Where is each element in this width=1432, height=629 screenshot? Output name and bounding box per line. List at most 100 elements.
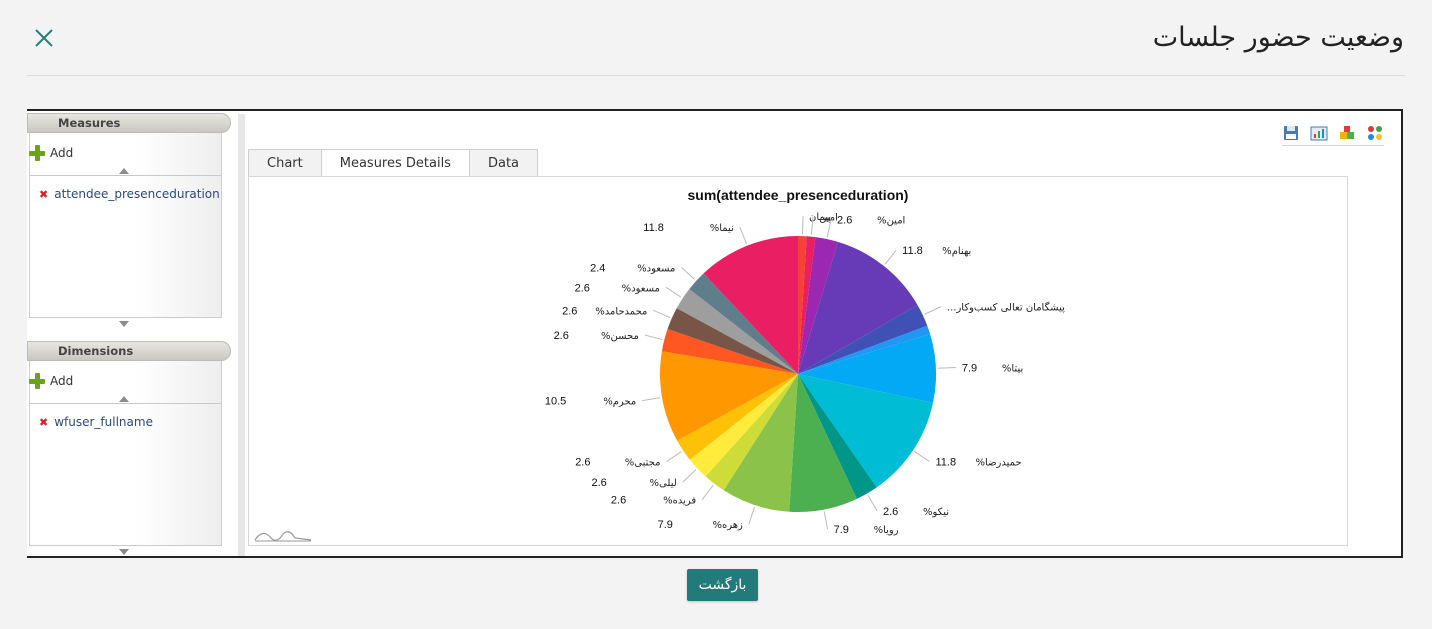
data-label-value: 2.4 <box>590 262 605 274</box>
plus-icon <box>29 145 45 161</box>
pie-slice[interactable] <box>661 329 798 374</box>
pie-slice[interactable] <box>798 241 918 374</box>
header-divider <box>27 75 1405 76</box>
measures-scroll-down-icon[interactable] <box>119 321 129 327</box>
data-label-name: %لیلی <box>650 478 677 489</box>
data-label-value: 2.6 <box>562 305 577 317</box>
leader-line <box>666 451 682 462</box>
leader-line <box>644 334 663 340</box>
leader-line <box>642 397 661 402</box>
data-label-value: 2.6 <box>883 506 898 518</box>
data-label-name: %محمدحامد <box>595 306 647 317</box>
measures-bottom-divider <box>29 317 221 318</box>
pie-slice[interactable] <box>798 236 807 374</box>
data-label-name: %بیتا <box>1002 363 1023 374</box>
back-button[interactable]: بازگشت <box>687 569 758 601</box>
data-label-name: %مسعود <box>637 263 675 274</box>
field-list-panel: Measures Add ✖ attendee_presenceduration… <box>27 111 232 556</box>
chart-title: sum(attendee_presenceduration) <box>687 187 909 203</box>
color-palette-icon[interactable] <box>1366 124 1384 142</box>
leader-line <box>653 309 671 319</box>
pie-slice[interactable] <box>798 305 928 374</box>
pie-slice[interactable] <box>798 374 877 499</box>
pie-slice[interactable] <box>689 273 798 374</box>
leader-line <box>924 306 942 315</box>
puzzle-icon[interactable] <box>1338 124 1356 142</box>
leader-line <box>914 451 930 462</box>
chart-logo-icon <box>254 531 312 542</box>
tab-data[interactable]: Data <box>468 149 539 176</box>
leader-line <box>681 267 696 280</box>
chart-panel: Chart Measures Details Data sum(attendee… <box>238 114 1396 556</box>
chart-toolbar <box>1282 124 1384 146</box>
data-label-value: 10.5 <box>545 396 566 408</box>
data-label-value: 2.6 <box>591 477 606 489</box>
data-label-value: 2.6 <box>837 214 852 226</box>
leader-line <box>867 494 878 512</box>
data-label-value: 2.6 <box>554 330 569 342</box>
pie-slice[interactable] <box>705 374 798 491</box>
pie-slice[interactable] <box>789 374 857 512</box>
measures-divider <box>29 175 221 176</box>
add-dimension-button[interactable]: Add <box>29 370 73 392</box>
dimensions-scroll-up-icon[interactable] <box>119 396 129 402</box>
remove-icon[interactable]: ✖ <box>39 187 49 201</box>
add-measure-button[interactable]: Add <box>29 142 73 164</box>
remove-icon[interactable]: ✖ <box>39 415 49 429</box>
data-label-name: %محسن <box>601 331 639 342</box>
tab-chart[interactable]: Chart <box>248 149 322 176</box>
leader-line <box>801 216 804 235</box>
dimensions-bottom-divider <box>29 545 221 546</box>
pie-slice[interactable] <box>798 237 838 374</box>
pie-slice[interactable] <box>798 236 816 374</box>
leader-line <box>748 506 755 525</box>
pie-slice[interactable] <box>677 374 798 460</box>
measures-box <box>29 133 222 318</box>
pie-slice[interactable] <box>703 236 798 374</box>
leader-line <box>937 366 956 369</box>
data-label-name: %حمیدرضا <box>976 458 1022 469</box>
data-label-value: 2.6 <box>575 457 590 469</box>
leader-line <box>810 216 814 235</box>
add-dimension-label: Add <box>50 374 74 388</box>
dimension-item[interactable]: ✖ wfuser_fullname <box>39 415 153 429</box>
pie-slice[interactable] <box>798 325 931 374</box>
dimensions-header: Dimensions <box>27 341 231 361</box>
data-label-name: %مجتبی <box>625 458 661 469</box>
data-label-name: %فریده <box>663 496 696 507</box>
pie-slice[interactable] <box>723 374 798 512</box>
close-icon[interactable] <box>30 24 58 52</box>
measures-scroll-up-icon[interactable] <box>119 168 129 174</box>
pie-slice[interactable] <box>660 351 798 441</box>
measure-item-label: attendee_presenceduration <box>54 187 220 201</box>
data-label-name: ...پیشگامان تعالی کسب‌وکار <box>947 302 1065 314</box>
leader-line <box>823 511 829 530</box>
pie-slice[interactable] <box>798 374 933 488</box>
data-label-name: %نیکو <box>923 507 949 518</box>
data-label-value: 7.9 <box>658 519 673 531</box>
data-label-value: 7.9 <box>962 362 977 374</box>
modal-title: وضعیت حضور جلسات <box>1152 22 1404 53</box>
leader-line <box>682 469 697 483</box>
tab-measures-details[interactable]: Measures Details <box>320 149 470 177</box>
leader-line <box>665 286 682 298</box>
save-icon[interactable] <box>1282 124 1300 142</box>
data-label-name: امین <box>819 213 838 224</box>
leader-line <box>884 249 897 265</box>
pie-slice[interactable] <box>689 374 798 477</box>
export-chart-icon[interactable] <box>1310 124 1328 142</box>
pie-slice[interactable] <box>676 288 798 374</box>
data-label-name: %نیما <box>710 223 734 234</box>
data-label-value: 2.6 <box>611 495 626 507</box>
data-label-name: %رویا <box>874 525 899 536</box>
pivot-chart-frame: Measures Add ✖ attendee_presenceduration… <box>27 109 1403 558</box>
measure-item[interactable]: ✖ attendee_presenceduration <box>39 187 220 201</box>
chart-area: sum(attendee_presenceduration) پیمان امین… <box>248 176 1348 546</box>
leader-line <box>826 219 832 238</box>
dimensions-scroll-down-icon[interactable] <box>119 549 129 555</box>
pie-slice[interactable] <box>667 308 798 374</box>
dimension-item-label: wfuser_fullname <box>54 415 153 429</box>
data-label-value: 7.9 <box>834 524 849 536</box>
pie-slice[interactable] <box>798 334 936 403</box>
